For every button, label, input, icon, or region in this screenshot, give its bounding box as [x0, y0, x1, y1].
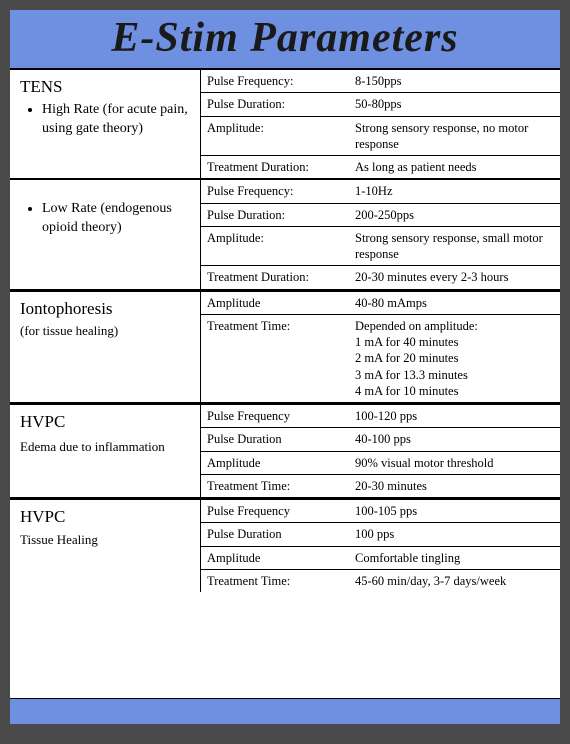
section-heading: Iontophoresis [20, 298, 192, 321]
param-value: 40-100 pps [341, 428, 560, 450]
section-heading: TENS [20, 76, 192, 99]
section-tens-high: TENS High Rate (for acute pain, using ga… [10, 70, 560, 180]
section-rows: Amplitude40-80 mAmps Treatment Time:Depe… [200, 292, 560, 403]
param-value: 45-60 min/day, 3-7 days/week [341, 570, 560, 592]
param-label: Pulse Frequency: [201, 180, 341, 202]
param-value: As long as patient needs [341, 156, 560, 178]
section-sub: Tissue Healing [20, 531, 192, 549]
param-row: Pulse Frequency100-120 pps [200, 405, 560, 428]
param-label: Treatment Time: [201, 570, 341, 592]
param-value: 20-30 minutes every 2-3 hours [341, 266, 560, 288]
param-label: Pulse Duration [201, 523, 341, 545]
section-left: HVPC Edema due to inflammation [10, 405, 200, 497]
section-iontophoresis: Iontophoresis (for tissue healing) Ampli… [10, 292, 560, 406]
section-bullet: Low Rate (endogenous opioid theory) [42, 200, 192, 238]
param-value: 40-80 mAmps [341, 292, 560, 314]
section-rows: Pulse Frequency:1-10Hz Pulse Duration:20… [200, 180, 560, 288]
section-sub: (for tissue healing) [20, 322, 192, 340]
param-value: Strong sensory response, no motor respon… [341, 117, 560, 156]
param-row: Pulse Frequency:1-10Hz [200, 180, 560, 203]
param-label: Amplitude: [201, 227, 341, 266]
param-value: Strong sensory response, small motor res… [341, 227, 560, 266]
title-band: E-Stim Parameters [10, 10, 560, 68]
param-value: Comfortable tingling [341, 547, 560, 569]
param-label: Pulse Duration: [201, 204, 341, 226]
section-sub: Edema due to inflammation [20, 438, 192, 456]
content: TENS High Rate (for acute pain, using ga… [10, 68, 560, 698]
section-left: HVPC Tissue Healing [10, 500, 200, 592]
footer-band [10, 698, 560, 724]
param-row: Amplitude:Strong sensory response, no mo… [200, 117, 560, 157]
param-label: Pulse Frequency [201, 500, 341, 522]
param-label: Amplitude [201, 452, 341, 474]
param-row: Pulse Duration40-100 pps [200, 428, 560, 451]
param-label: Pulse Duration [201, 428, 341, 450]
param-row: Treatment Time:20-30 minutes [200, 475, 560, 497]
param-label: Treatment Time: [201, 315, 341, 402]
param-label: Amplitude: [201, 117, 341, 156]
param-row: Pulse Duration:50-80pps [200, 93, 560, 116]
param-row: Treatment Duration:20-30 minutes every 2… [200, 266, 560, 288]
param-value: 200-250pps [341, 204, 560, 226]
param-row: Pulse Duration:200-250pps [200, 204, 560, 227]
param-row: Amplitude90% visual motor threshold [200, 452, 560, 475]
param-row: Treatment Duration:As long as patient ne… [200, 156, 560, 178]
section-rows: Pulse Frequency100-120 pps Pulse Duratio… [200, 405, 560, 497]
param-label: Treatment Time: [201, 475, 341, 497]
section-bullet: High Rate (for acute pain, using gate th… [42, 101, 192, 139]
param-label: Treatment Duration: [201, 156, 341, 178]
section-left: Low Rate (endogenous opioid theory) [10, 180, 200, 288]
param-label: Amplitude [201, 547, 341, 569]
param-value: 100-120 pps [341, 405, 560, 427]
section-heading: HVPC [20, 506, 192, 529]
param-label: Pulse Frequency: [201, 70, 341, 92]
param-row: Pulse Frequency100-105 pps [200, 500, 560, 523]
section-hvpc-edema: HVPC Edema due to inflammation Pulse Fre… [10, 405, 560, 500]
param-row: Amplitude:Strong sensory response, small… [200, 227, 560, 267]
param-label: Treatment Duration: [201, 266, 341, 288]
param-label: Amplitude [201, 292, 341, 314]
param-value: 90% visual motor threshold [341, 452, 560, 474]
param-label: Pulse Duration: [201, 93, 341, 115]
param-row: Pulse Duration100 pps [200, 523, 560, 546]
section-heading: HVPC [20, 411, 192, 434]
param-row: Treatment Time:45-60 min/day, 3-7 days/w… [200, 570, 560, 592]
param-label: Pulse Frequency [201, 405, 341, 427]
param-row: Treatment Time:Depended on amplitude: 1 … [200, 315, 560, 402]
section-left: Iontophoresis (for tissue healing) [10, 292, 200, 403]
param-value: 1-10Hz [341, 180, 560, 202]
param-value: 20-30 minutes [341, 475, 560, 497]
page: E-Stim Parameters TENS High Rate (for ac… [10, 10, 560, 724]
param-row: Amplitude40-80 mAmps [200, 292, 560, 315]
param-value: 50-80pps [341, 93, 560, 115]
param-value: 8-150pps [341, 70, 560, 92]
param-value: 100 pps [341, 523, 560, 545]
section-tens-low: Low Rate (endogenous opioid theory) Puls… [10, 180, 560, 291]
section-hvpc-tissue: HVPC Tissue Healing Pulse Frequency100-1… [10, 500, 560, 592]
param-value: 100-105 pps [341, 500, 560, 522]
section-left: TENS High Rate (for acute pain, using ga… [10, 70, 200, 178]
param-value: Depended on amplitude: 1 mA for 40 minut… [341, 315, 560, 402]
param-row: AmplitudeComfortable tingling [200, 547, 560, 570]
param-row: Pulse Frequency:8-150pps [200, 70, 560, 93]
page-title: E-Stim Parameters [111, 15, 458, 61]
section-rows: Pulse Frequency100-105 pps Pulse Duratio… [200, 500, 560, 592]
section-rows: Pulse Frequency:8-150pps Pulse Duration:… [200, 70, 560, 178]
